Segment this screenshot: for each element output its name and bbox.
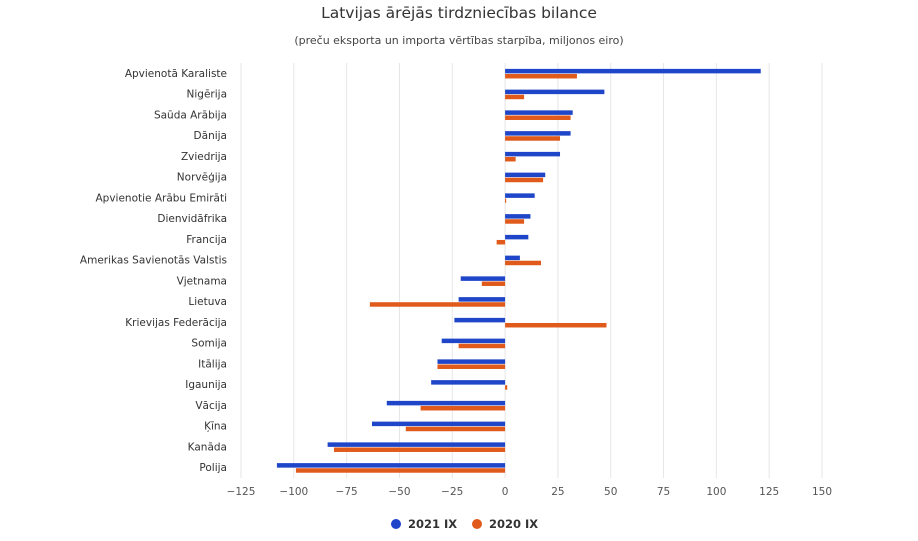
category-label: Dānija bbox=[194, 130, 227, 142]
bar-2020 bbox=[295, 468, 506, 473]
bar-2020 bbox=[505, 322, 607, 328]
category-label: Lietuva bbox=[188, 296, 227, 308]
bar-2020 bbox=[405, 426, 506, 432]
bar-2020 bbox=[505, 219, 525, 224]
bar-2021 bbox=[276, 463, 506, 468]
tick-label: 0 bbox=[502, 486, 509, 498]
legend-marker bbox=[391, 519, 401, 529]
tick-label: −125 bbox=[227, 486, 256, 498]
category-label: Somija bbox=[191, 338, 227, 350]
bar-2020 bbox=[437, 364, 506, 369]
bar-2021 bbox=[458, 297, 506, 302]
bar-2021 bbox=[505, 214, 531, 219]
bar-2021 bbox=[505, 89, 605, 95]
bar-2020 bbox=[496, 239, 506, 245]
bar-2021 bbox=[505, 234, 529, 240]
bar-2020 bbox=[505, 94, 525, 100]
bar-2021 bbox=[454, 317, 506, 323]
tick-label: −100 bbox=[279, 486, 308, 498]
legend: 2021 IX 2020 IX bbox=[391, 517, 538, 531]
gridlines bbox=[240, 63, 823, 478]
category-label: Saūda Arābija bbox=[154, 109, 227, 121]
bar-2020 bbox=[369, 302, 506, 307]
bar-2020 bbox=[505, 73, 577, 79]
bar-2020 bbox=[505, 156, 516, 162]
bar-2020 bbox=[505, 115, 571, 120]
bar-2020 bbox=[505, 260, 542, 266]
chart-subtitle: (preču eksporta un importa vērtības star… bbox=[294, 34, 624, 47]
bar-2020 bbox=[505, 198, 507, 203]
bar-2021 bbox=[505, 151, 561, 157]
tick-label: −25 bbox=[441, 486, 463, 498]
tick-label: 75 bbox=[657, 486, 670, 498]
category-label: Ķīna bbox=[204, 421, 227, 433]
category-label: Vjetnama bbox=[177, 275, 227, 287]
bar-2020 bbox=[505, 177, 544, 183]
tick-label: 25 bbox=[551, 486, 564, 498]
bar-2021 bbox=[371, 421, 506, 427]
bar-2020 bbox=[505, 385, 508, 390]
bar-2021 bbox=[386, 400, 506, 406]
tick-label: 50 bbox=[604, 486, 617, 498]
bar-2021 bbox=[327, 442, 506, 447]
bar-2020 bbox=[505, 136, 561, 141]
bar-2021 bbox=[505, 68, 761, 74]
chart-title: Latvijas ārējās tirdzniecības bilance bbox=[321, 4, 597, 22]
category-label: Dienvidāfrika bbox=[157, 213, 227, 225]
bar-2021 bbox=[505, 131, 571, 136]
bar-2021 bbox=[505, 193, 535, 198]
bar-2021 bbox=[505, 172, 546, 178]
bar-2021 bbox=[441, 338, 506, 344]
legend-label: 2020 IX bbox=[489, 517, 538, 531]
bar-2021 bbox=[431, 380, 506, 385]
bar-2021 bbox=[437, 359, 506, 364]
bar-2020 bbox=[420, 405, 506, 411]
legend-marker bbox=[472, 519, 482, 529]
category-label: Krievijas Federācija bbox=[125, 317, 227, 329]
bars bbox=[276, 68, 761, 473]
category-label: Zviedrija bbox=[181, 151, 227, 163]
x-axis-ticks: −125 −100 −75 −50 −25 0 25 50 75 100 125 150 bbox=[227, 486, 832, 498]
tick-label: 125 bbox=[759, 486, 779, 498]
bar-2020 bbox=[481, 281, 506, 286]
category-label: Apvienotie Arābu Emirāti bbox=[95, 192, 227, 204]
bar-2021 bbox=[505, 110, 573, 115]
tick-label: 100 bbox=[706, 486, 726, 498]
category-label: Polija bbox=[199, 462, 227, 474]
category-label: Francija bbox=[186, 234, 227, 246]
category-label: Norvēģija bbox=[177, 172, 227, 184]
category-labels: Apvienotā Karaliste Nigērija Saūda Arābija… bbox=[80, 68, 227, 474]
category-label: Vācija bbox=[195, 400, 227, 412]
bar-2020 bbox=[333, 447, 506, 452]
category-label: Igaunija bbox=[185, 379, 227, 391]
category-label: Apvienotā Karaliste bbox=[125, 68, 227, 80]
tick-label: 150 bbox=[812, 486, 832, 498]
category-label: Itālija bbox=[198, 358, 227, 370]
category-label: Nigērija bbox=[187, 89, 227, 101]
category-label: Kanāda bbox=[188, 441, 227, 453]
tick-label: −50 bbox=[388, 486, 410, 498]
legend-label: 2021 IX bbox=[408, 517, 457, 531]
bar-2020 bbox=[458, 343, 506, 349]
tick-label: −75 bbox=[336, 486, 358, 498]
bar-2021 bbox=[505, 255, 520, 261]
category-label: Amerikas Savienotās Valstis bbox=[80, 255, 227, 267]
bar-2021 bbox=[460, 276, 506, 281]
